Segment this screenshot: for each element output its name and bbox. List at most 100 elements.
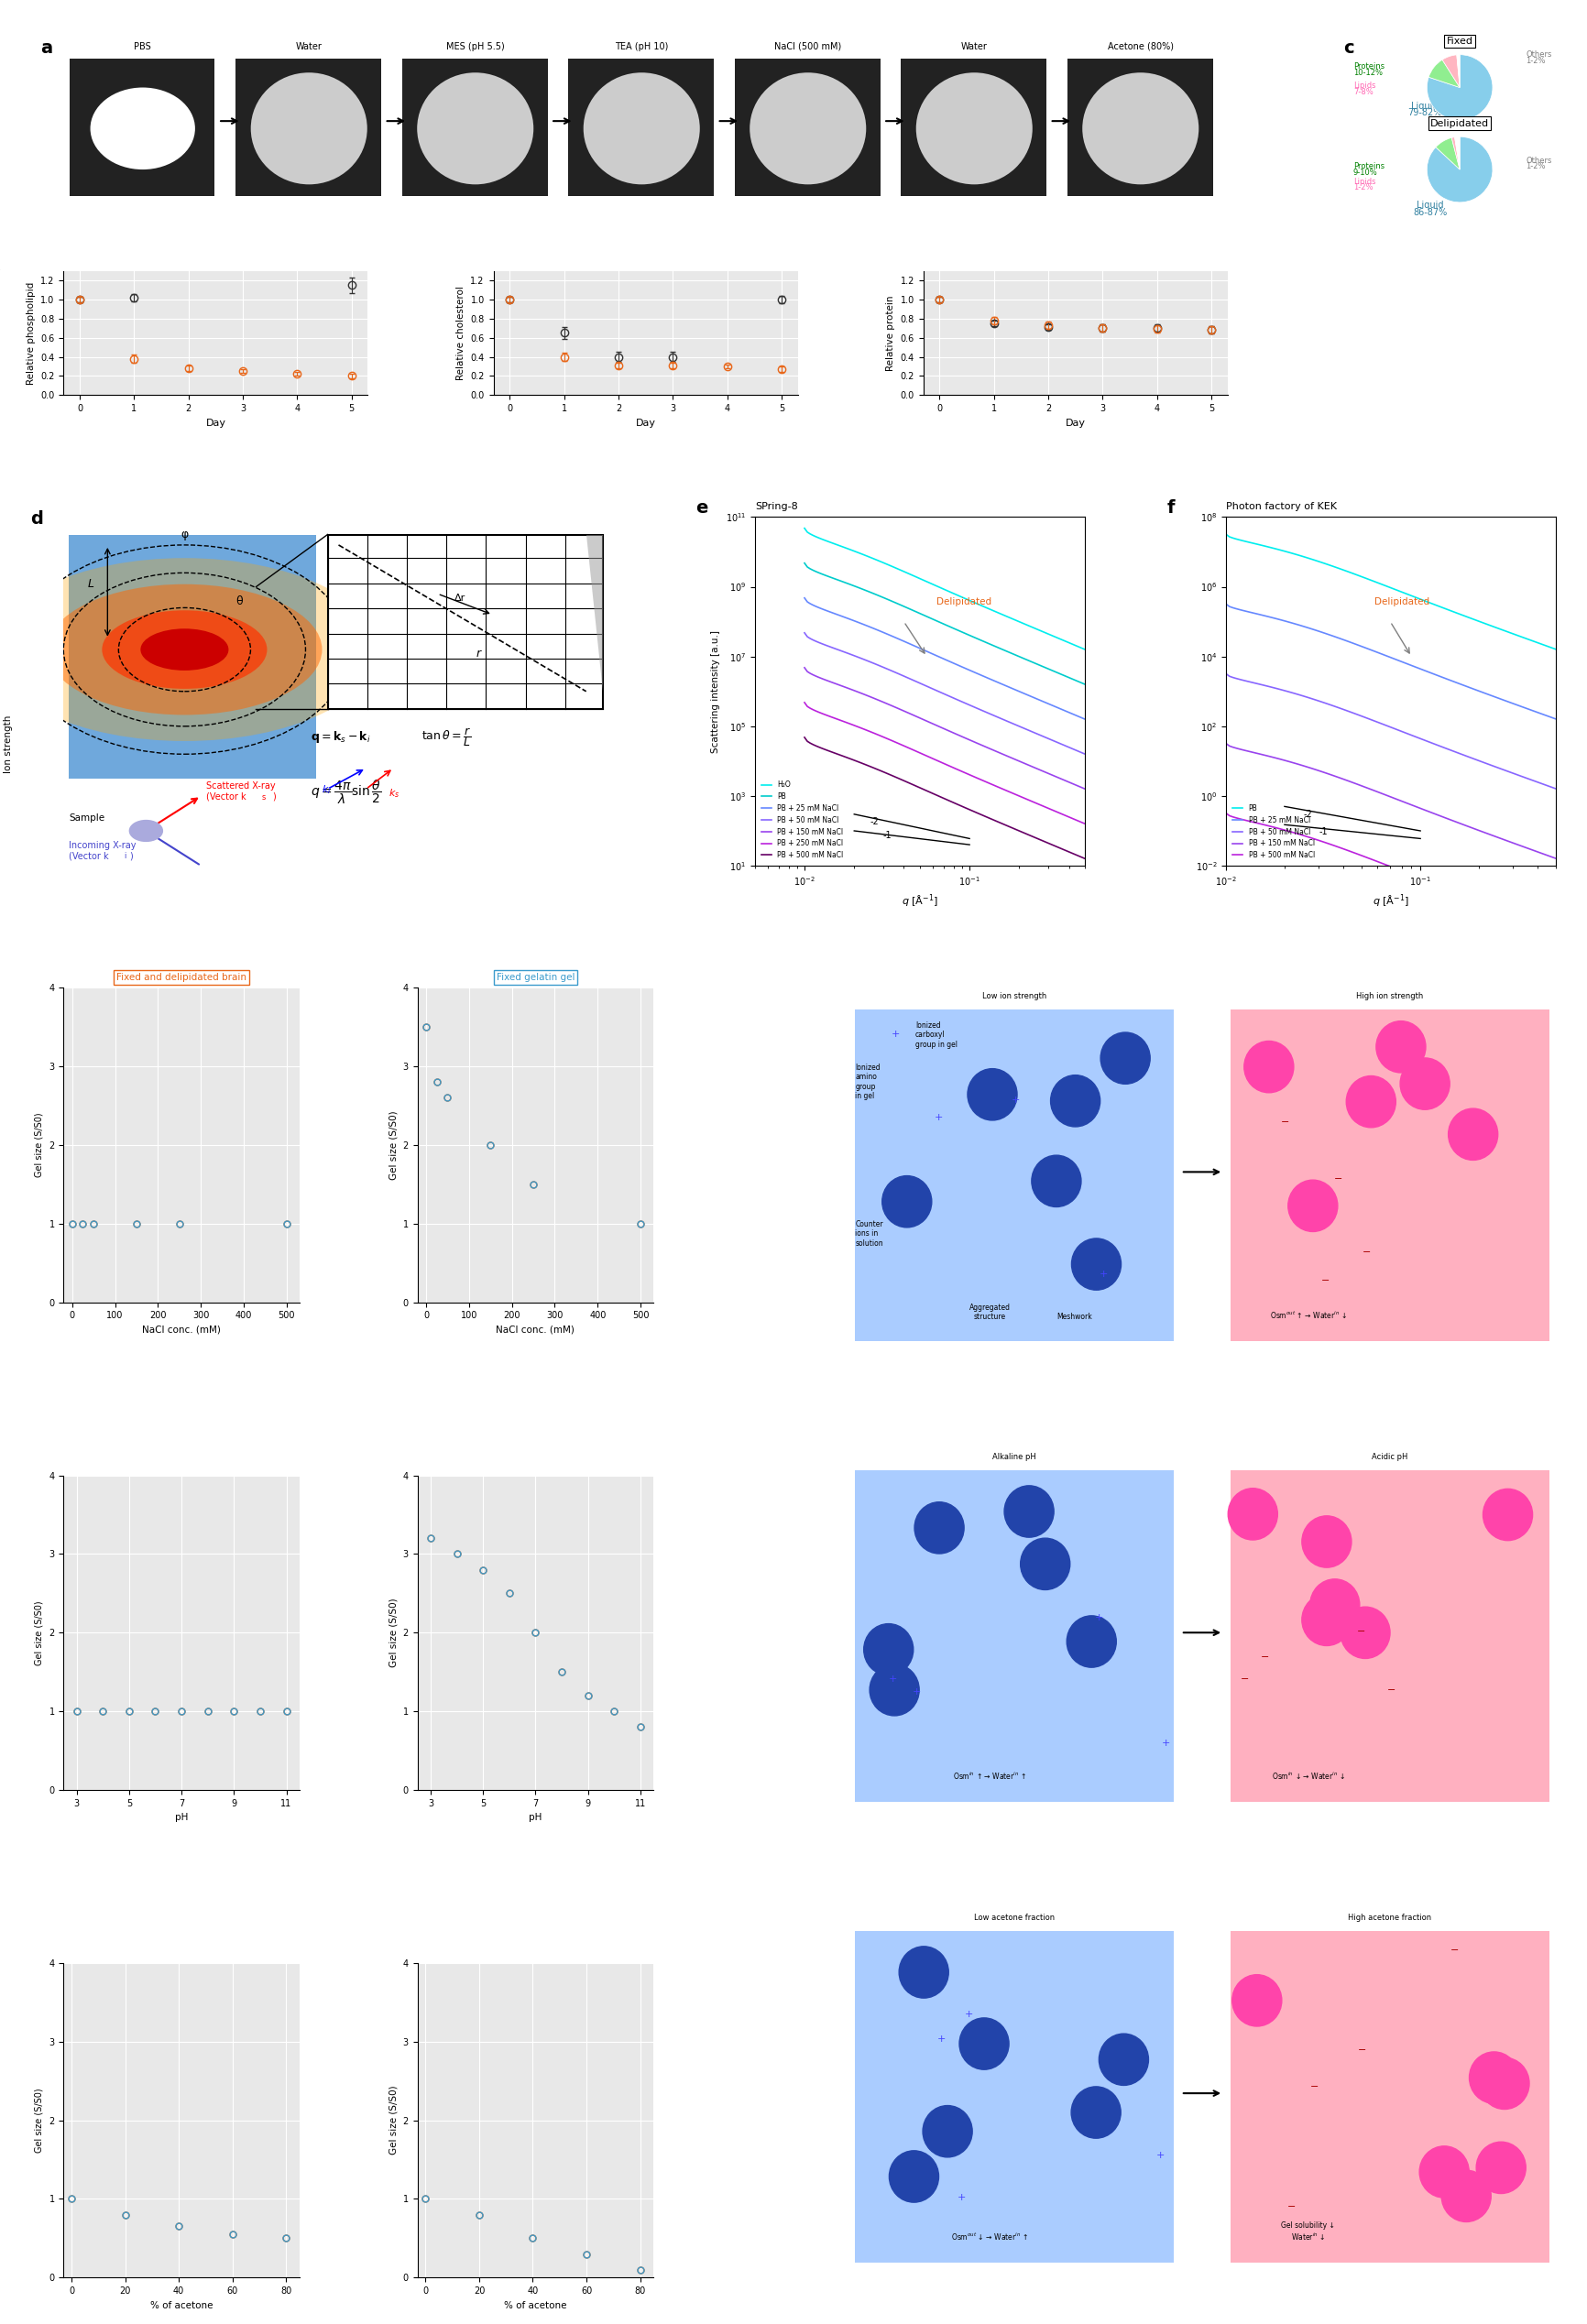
Text: NaCl (500 mM): NaCl (500 mM) xyxy=(774,42,841,51)
Text: 7-8%: 7-8% xyxy=(1352,88,1373,95)
Text: +: + xyxy=(936,2034,944,2043)
Y-axis label: Gel size (S/S0): Gel size (S/S0) xyxy=(35,1601,44,1664)
Text: 10-12%: 10-12% xyxy=(1352,67,1382,77)
Circle shape xyxy=(1098,2034,1147,2085)
Y-axis label: Gel size (S/S0): Gel size (S/S0) xyxy=(389,1599,398,1666)
Text: -1: -1 xyxy=(882,832,892,841)
Text: Lipids: Lipids xyxy=(1352,81,1374,91)
Text: s: s xyxy=(262,792,265,802)
Text: c: c xyxy=(1343,40,1354,56)
FancyBboxPatch shape xyxy=(402,58,548,195)
FancyBboxPatch shape xyxy=(855,1471,1173,1801)
Circle shape xyxy=(1447,1109,1497,1160)
Circle shape xyxy=(1476,2143,1525,2194)
Text: High ion strength: High ion strength xyxy=(1355,992,1422,1002)
Text: -1: -1 xyxy=(1319,827,1327,837)
Text: Aggregated
structure: Aggregated structure xyxy=(968,1304,1009,1322)
Text: Low acetone fraction: Low acetone fraction xyxy=(973,1913,1054,1922)
Circle shape xyxy=(1020,1538,1070,1590)
Text: a: a xyxy=(40,40,52,56)
Text: Incoming X-ray: Incoming X-ray xyxy=(68,841,136,851)
Circle shape xyxy=(1100,1032,1149,1083)
Text: Osm$^{out}$ ↓ → Water$^{in}$ ↑: Osm$^{out}$ ↓ → Water$^{in}$ ↑ xyxy=(951,2231,1028,2243)
Text: i: i xyxy=(124,853,125,860)
Text: Proteins: Proteins xyxy=(1352,163,1384,170)
Text: Gel solubility ↓
Water$^{in}$ ↓: Gel solubility ↓ Water$^{in}$ ↓ xyxy=(1281,2222,1335,2243)
Circle shape xyxy=(1482,1490,1531,1541)
Text: Meshwork: Meshwork xyxy=(1057,1313,1092,1322)
Text: Proteins: Proteins xyxy=(1352,63,1384,70)
X-axis label: $q$ [Å$^{-1}$]: $q$ [Å$^{-1}$] xyxy=(1373,892,1409,909)
Text: −: − xyxy=(1387,1685,1395,1694)
X-axis label: NaCl conc. (mM): NaCl conc. (mM) xyxy=(495,1325,574,1334)
Text: Photon factory of KEK: Photon factory of KEK xyxy=(1225,502,1336,511)
Text: SPring-8: SPring-8 xyxy=(754,502,797,511)
FancyBboxPatch shape xyxy=(235,58,381,195)
Circle shape xyxy=(1243,1041,1293,1092)
Text: −: − xyxy=(1239,1676,1249,1685)
Circle shape xyxy=(882,1176,932,1227)
Ellipse shape xyxy=(251,72,367,184)
Text: φ: φ xyxy=(181,530,189,541)
Circle shape xyxy=(1346,1076,1395,1127)
Polygon shape xyxy=(586,535,603,693)
Text: TEA (pH 10): TEA (pH 10) xyxy=(614,42,668,51)
Text: $k_s$: $k_s$ xyxy=(387,788,400,799)
Ellipse shape xyxy=(141,627,229,672)
Text: PBS: PBS xyxy=(133,42,151,51)
Text: −: − xyxy=(1260,1652,1268,1662)
Circle shape xyxy=(914,1501,963,1555)
Text: Scattered X-ray: Scattered X-ray xyxy=(206,781,276,790)
Text: +: + xyxy=(1155,2152,1163,2161)
FancyBboxPatch shape xyxy=(1230,1011,1549,1341)
Circle shape xyxy=(870,1664,919,1715)
X-axis label: Day: Day xyxy=(205,418,225,428)
Legend: H₂O, PB, PB + 25 mM NaCl, PB + 50 mM NaCl, PB + 150 mM NaCl, PB + 250 mM NaCl, P: H₂O, PB, PB + 25 mM NaCl, PB + 50 mM NaC… xyxy=(759,779,846,862)
Text: MES (pH 5.5): MES (pH 5.5) xyxy=(446,42,505,51)
Y-axis label: Gel size (S/S0): Gel size (S/S0) xyxy=(389,2085,398,2154)
Y-axis label: Gel size (S/S0): Gel size (S/S0) xyxy=(35,1113,44,1178)
Text: Counter
ions in
solution: Counter ions in solution xyxy=(855,1220,882,1248)
Text: +: + xyxy=(963,2010,973,2020)
Text: +: + xyxy=(889,1676,897,1685)
Text: −: − xyxy=(1333,1174,1341,1183)
Text: +: + xyxy=(1100,1269,1108,1278)
Text: −: − xyxy=(1449,1945,1458,1954)
Text: $q = \dfrac{4\pi}{\lambda}\sin\dfrac{\theta}{2}$: $q = \dfrac{4\pi}{\lambda}\sin\dfrac{\th… xyxy=(311,779,382,806)
Text: d: d xyxy=(30,511,43,528)
Ellipse shape xyxy=(916,72,1032,184)
Ellipse shape xyxy=(102,611,267,688)
Ellipse shape xyxy=(90,88,195,170)
Y-axis label: Relative cholesterol: Relative cholesterol xyxy=(455,286,465,381)
Text: Delipidated: Delipidated xyxy=(1374,597,1428,607)
Text: -2: -2 xyxy=(870,818,879,827)
Circle shape xyxy=(1309,1578,1358,1631)
Text: ): ) xyxy=(130,851,133,860)
Text: Water: Water xyxy=(295,42,322,51)
X-axis label: % of acetone: % of acetone xyxy=(503,2301,567,2310)
Circle shape xyxy=(1468,2052,1517,2103)
Text: Alkaline pH: Alkaline pH xyxy=(992,1452,1036,1462)
FancyBboxPatch shape xyxy=(1066,58,1212,195)
Text: −: − xyxy=(1362,1248,1370,1257)
Circle shape xyxy=(863,1624,913,1676)
Text: Ionized
amino
group
in gel: Ionized amino group in gel xyxy=(855,1064,881,1099)
Text: Osm$^{out}$ ↑ → Water$^{in}$ ↓: Osm$^{out}$ ↑ → Water$^{in}$ ↓ xyxy=(1270,1311,1346,1322)
Text: Liquid: Liquid xyxy=(1416,200,1443,209)
Text: r: r xyxy=(476,648,481,660)
FancyBboxPatch shape xyxy=(568,58,714,195)
Ellipse shape xyxy=(582,72,700,184)
Ellipse shape xyxy=(417,72,533,184)
Y-axis label: Relative phospholipid: Relative phospholipid xyxy=(27,281,35,383)
Text: Ion strength: Ion strength xyxy=(3,716,13,772)
Y-axis label: Scattering intensity [a.u.]: Scattering intensity [a.u.] xyxy=(711,630,720,753)
Y-axis label: Gel size (S/S0): Gel size (S/S0) xyxy=(389,1111,398,1181)
X-axis label: pH: pH xyxy=(528,1813,541,1822)
Circle shape xyxy=(1339,1606,1389,1659)
Circle shape xyxy=(1227,1487,1278,1541)
Text: L: L xyxy=(87,579,94,590)
Text: θ: θ xyxy=(236,595,243,607)
Circle shape xyxy=(922,2106,971,2157)
Text: 1-2%: 1-2% xyxy=(1525,163,1544,170)
Text: (Vector k: (Vector k xyxy=(206,792,246,802)
